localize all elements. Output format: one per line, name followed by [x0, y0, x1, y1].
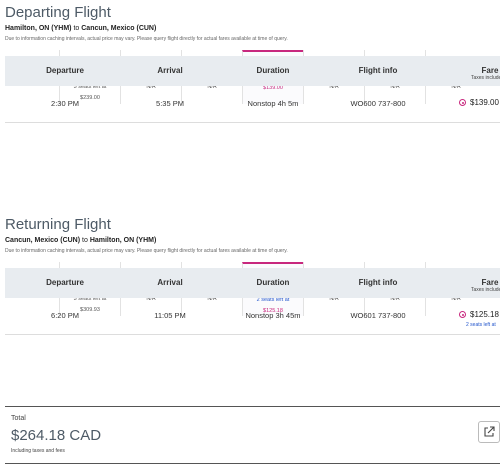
price: N/A — [329, 296, 339, 302]
price: N/A — [207, 84, 217, 90]
price: N/A — [390, 84, 400, 90]
route-connector: to — [73, 25, 80, 32]
price: $139.00 — [263, 85, 283, 91]
seats-note: 3 seats left at — [73, 296, 107, 302]
duration-cell: Nonstop 4h 5m — [248, 99, 299, 108]
flight-number: WO601 — [350, 311, 376, 320]
price: N/A — [451, 84, 461, 90]
destination: Hamilton, ON (YHM) — [89, 237, 157, 244]
stops: Nonstop — [247, 99, 276, 108]
seats-note: 2 seats left at — [256, 297, 290, 303]
fare-subheader: Taxes included — [471, 75, 500, 81]
section-title: Returning Flight — [5, 216, 111, 233]
price: $239.00 — [80, 94, 100, 101]
price: $309.93 — [80, 306, 100, 313]
aircraft: 737-800 — [378, 311, 406, 320]
duration-cell: Nonstop 3h 45m — [245, 311, 300, 320]
price: N/A — [146, 84, 156, 90]
arrival-time: 11:05 PM — [154, 311, 186, 320]
table-header: Departure Arrival Duration Flight info Fare T… — [5, 56, 500, 86]
price: N/A — [146, 296, 156, 302]
price: N/A — [390, 296, 400, 302]
column-header: Departure — [46, 66, 84, 75]
seats-note: 3 seats left at — [73, 84, 107, 90]
divider — [5, 122, 500, 123]
arrival-time: 5:35 PM — [156, 99, 184, 108]
open-link-button[interactable] — [478, 421, 500, 443]
column-header: Departure — [46, 278, 84, 287]
column-header: Fare — [481, 278, 499, 287]
stops: Nonstop — [245, 311, 274, 320]
price: N/A — [451, 296, 461, 302]
route: Cancun, Mexico (CUN) to Hamilton, ON (YH… — [5, 237, 156, 244]
aircraft: 737-800 — [378, 99, 406, 108]
price: $125.18 — [263, 307, 283, 314]
arrival-cell: 11:05 PM — [154, 311, 186, 320]
flight-info-cell: WO600 737-800 — [350, 99, 405, 108]
arrival-cell: 5:35 PM — [156, 99, 184, 108]
flight-info-cell: WO601 737-800 — [350, 311, 405, 320]
departure-time: 6:20 PM — [51, 311, 79, 320]
flight-number: WO600 — [350, 99, 376, 108]
flight-row: 2:30 PM 5:35 PM Nonstop 4h 5m WO600 737-800… — [0, 96, 500, 120]
departure-cell: 6:20 PM — [51, 311, 79, 320]
fare-note: 2 seats left at — [466, 322, 496, 328]
departure-cell: 2:30 PM — [51, 99, 79, 108]
duration: 3h 45m — [275, 311, 301, 320]
external-link-icon — [484, 426, 495, 437]
column-header: Duration — [256, 66, 290, 75]
fare-subheader: Taxes included — [471, 287, 500, 293]
price: N/A — [329, 84, 339, 90]
price: N/A — [207, 296, 217, 302]
column-header: Arrival — [157, 66, 183, 75]
notice: Due to information caching intervals, ac… — [5, 36, 288, 42]
flight-section: Returning Flight Cancun, Mexico (CUN) to … — [0, 212, 500, 387]
total-note: Including taxes and fees — [11, 448, 65, 454]
flight-section: Departing Flight Hamilton, ON (YHM) to Ca… — [0, 0, 500, 175]
divider — [5, 334, 500, 335]
column-header: Flight info — [358, 278, 398, 287]
notice: Due to information caching intervals, ac… — [5, 248, 288, 254]
total-amount: $264.18 CAD — [11, 427, 102, 444]
column-header: Fare — [481, 66, 499, 75]
origin: Cancun, Mexico (CUN) — [5, 237, 81, 244]
fare: $139.00 — [470, 98, 499, 107]
route-connector: to — [82, 237, 88, 244]
fare-radio[interactable] — [459, 99, 466, 106]
section-title: Departing Flight — [5, 4, 111, 21]
fare: $125.18 — [470, 310, 499, 319]
route: Hamilton, ON (YHM) to Cancun, Mexico (CU… — [5, 25, 156, 32]
column-header: Flight info — [358, 66, 398, 75]
column-header: Arrival — [157, 278, 183, 287]
destination: Cancun, Mexico (CUN) — [81, 25, 157, 32]
duration: 4h 5m — [277, 99, 299, 108]
total-label: Total — [11, 415, 26, 422]
origin: Hamilton, ON (YHM) — [5, 25, 72, 32]
column-header: Duration — [256, 278, 290, 287]
total-box: Total $264.18 CAD Including taxes and fe… — [5, 406, 500, 464]
fare-radio[interactable] — [459, 311, 466, 318]
table-header: Departure Arrival Duration Flight info Fare T… — [5, 268, 500, 298]
departure-time: 2:30 PM — [51, 99, 79, 108]
flight-row: 6:20 PM 11:05 PM Nonstop 3h 45m WO601 737-8… — [0, 308, 500, 332]
